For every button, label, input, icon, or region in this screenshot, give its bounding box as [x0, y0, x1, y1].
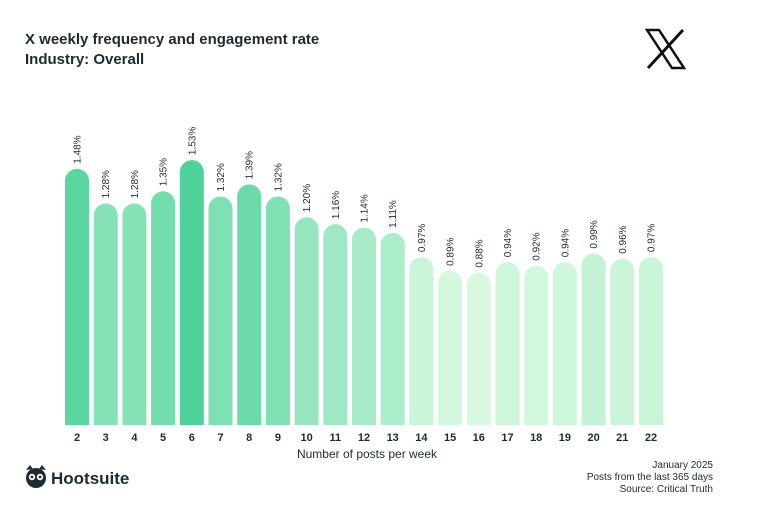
value-label: 1.16% — [331, 191, 342, 219]
bar — [323, 224, 348, 425]
bar — [122, 203, 147, 425]
value-label: 1.39% — [245, 151, 256, 179]
x-tick-label: 13 — [387, 432, 399, 444]
bar — [639, 257, 663, 425]
x-tick-label: 9 — [275, 432, 281, 444]
x-tick-label: 11 — [329, 432, 341, 444]
value-label: 0.99% — [589, 220, 600, 248]
chart-title: X weekly frequency and engagement rate — [25, 31, 319, 48]
value-label: 1.53% — [187, 127, 198, 155]
x-tick-label: 22 — [645, 432, 657, 444]
bar — [409, 257, 434, 425]
value-label: 0.94% — [503, 229, 514, 257]
x-axis-label: Number of posts per week — [297, 447, 438, 461]
bar — [265, 196, 290, 425]
x-tick-label: 14 — [415, 432, 428, 444]
bar — [438, 270, 463, 425]
value-label: 0.96% — [618, 225, 629, 253]
value-label: 0.97% — [647, 224, 658, 252]
x-tick-label: 4 — [131, 432, 138, 444]
bar — [294, 217, 319, 425]
x-tick-label: 16 — [473, 432, 485, 444]
value-label: 1.11% — [388, 200, 399, 228]
bar — [93, 203, 118, 425]
x-logo — [644, 28, 687, 70]
value-label: 1.20% — [302, 184, 313, 212]
value-label: 1.32% — [273, 163, 284, 191]
note: January 2025 — [652, 460, 713, 471]
x-tick-label: 21 — [616, 432, 628, 444]
bar — [208, 196, 233, 425]
x-tick-label: 12 — [358, 432, 370, 444]
note: Posts from the last 365 days — [587, 472, 713, 483]
x-tick-label: 18 — [530, 432, 542, 444]
note: Source: Critical Truth — [620, 484, 713, 495]
x-tick-label: 15 — [444, 432, 456, 444]
value-label: 1.48% — [73, 135, 84, 163]
value-label: 1.35% — [159, 158, 170, 186]
x-tick-label: 2 — [74, 432, 80, 444]
bar — [610, 258, 635, 425]
value-label: 1.28% — [101, 170, 112, 198]
value-label: 1.28% — [130, 170, 141, 198]
hootsuite-logo: Hootsuite — [26, 465, 129, 488]
value-label: 1.32% — [216, 163, 227, 191]
x-tick-label: 8 — [246, 432, 252, 444]
value-label: 0.89% — [446, 237, 457, 265]
x-tick-label: 5 — [160, 432, 166, 444]
bar — [237, 184, 262, 425]
x-tick-label: 10 — [300, 432, 312, 444]
x-tick-label: 6 — [189, 432, 195, 444]
bar — [65, 168, 89, 425]
value-label: 0.94% — [560, 229, 571, 257]
x-tick-label: 20 — [587, 432, 599, 444]
value-label: 0.97% — [417, 224, 428, 252]
chart-subtitle: Industry: Overall — [25, 51, 144, 68]
value-label: 0.88% — [474, 239, 485, 267]
bar — [552, 262, 577, 425]
bar — [581, 253, 606, 425]
x-tick-label: 17 — [501, 432, 513, 444]
bar — [352, 227, 376, 425]
x-tick-label: 7 — [217, 432, 223, 444]
bar — [151, 191, 176, 425]
bar — [524, 265, 549, 425]
bar — [495, 262, 520, 425]
bar — [179, 160, 204, 425]
x-tick-label: 19 — [559, 432, 571, 444]
bar — [466, 272, 491, 425]
x-tick-label: 3 — [103, 432, 109, 444]
brand: Hootsuite — [51, 469, 129, 488]
value-label: 1.14% — [360, 194, 371, 222]
value-label: 0.92% — [532, 232, 543, 260]
bar — [380, 232, 405, 425]
